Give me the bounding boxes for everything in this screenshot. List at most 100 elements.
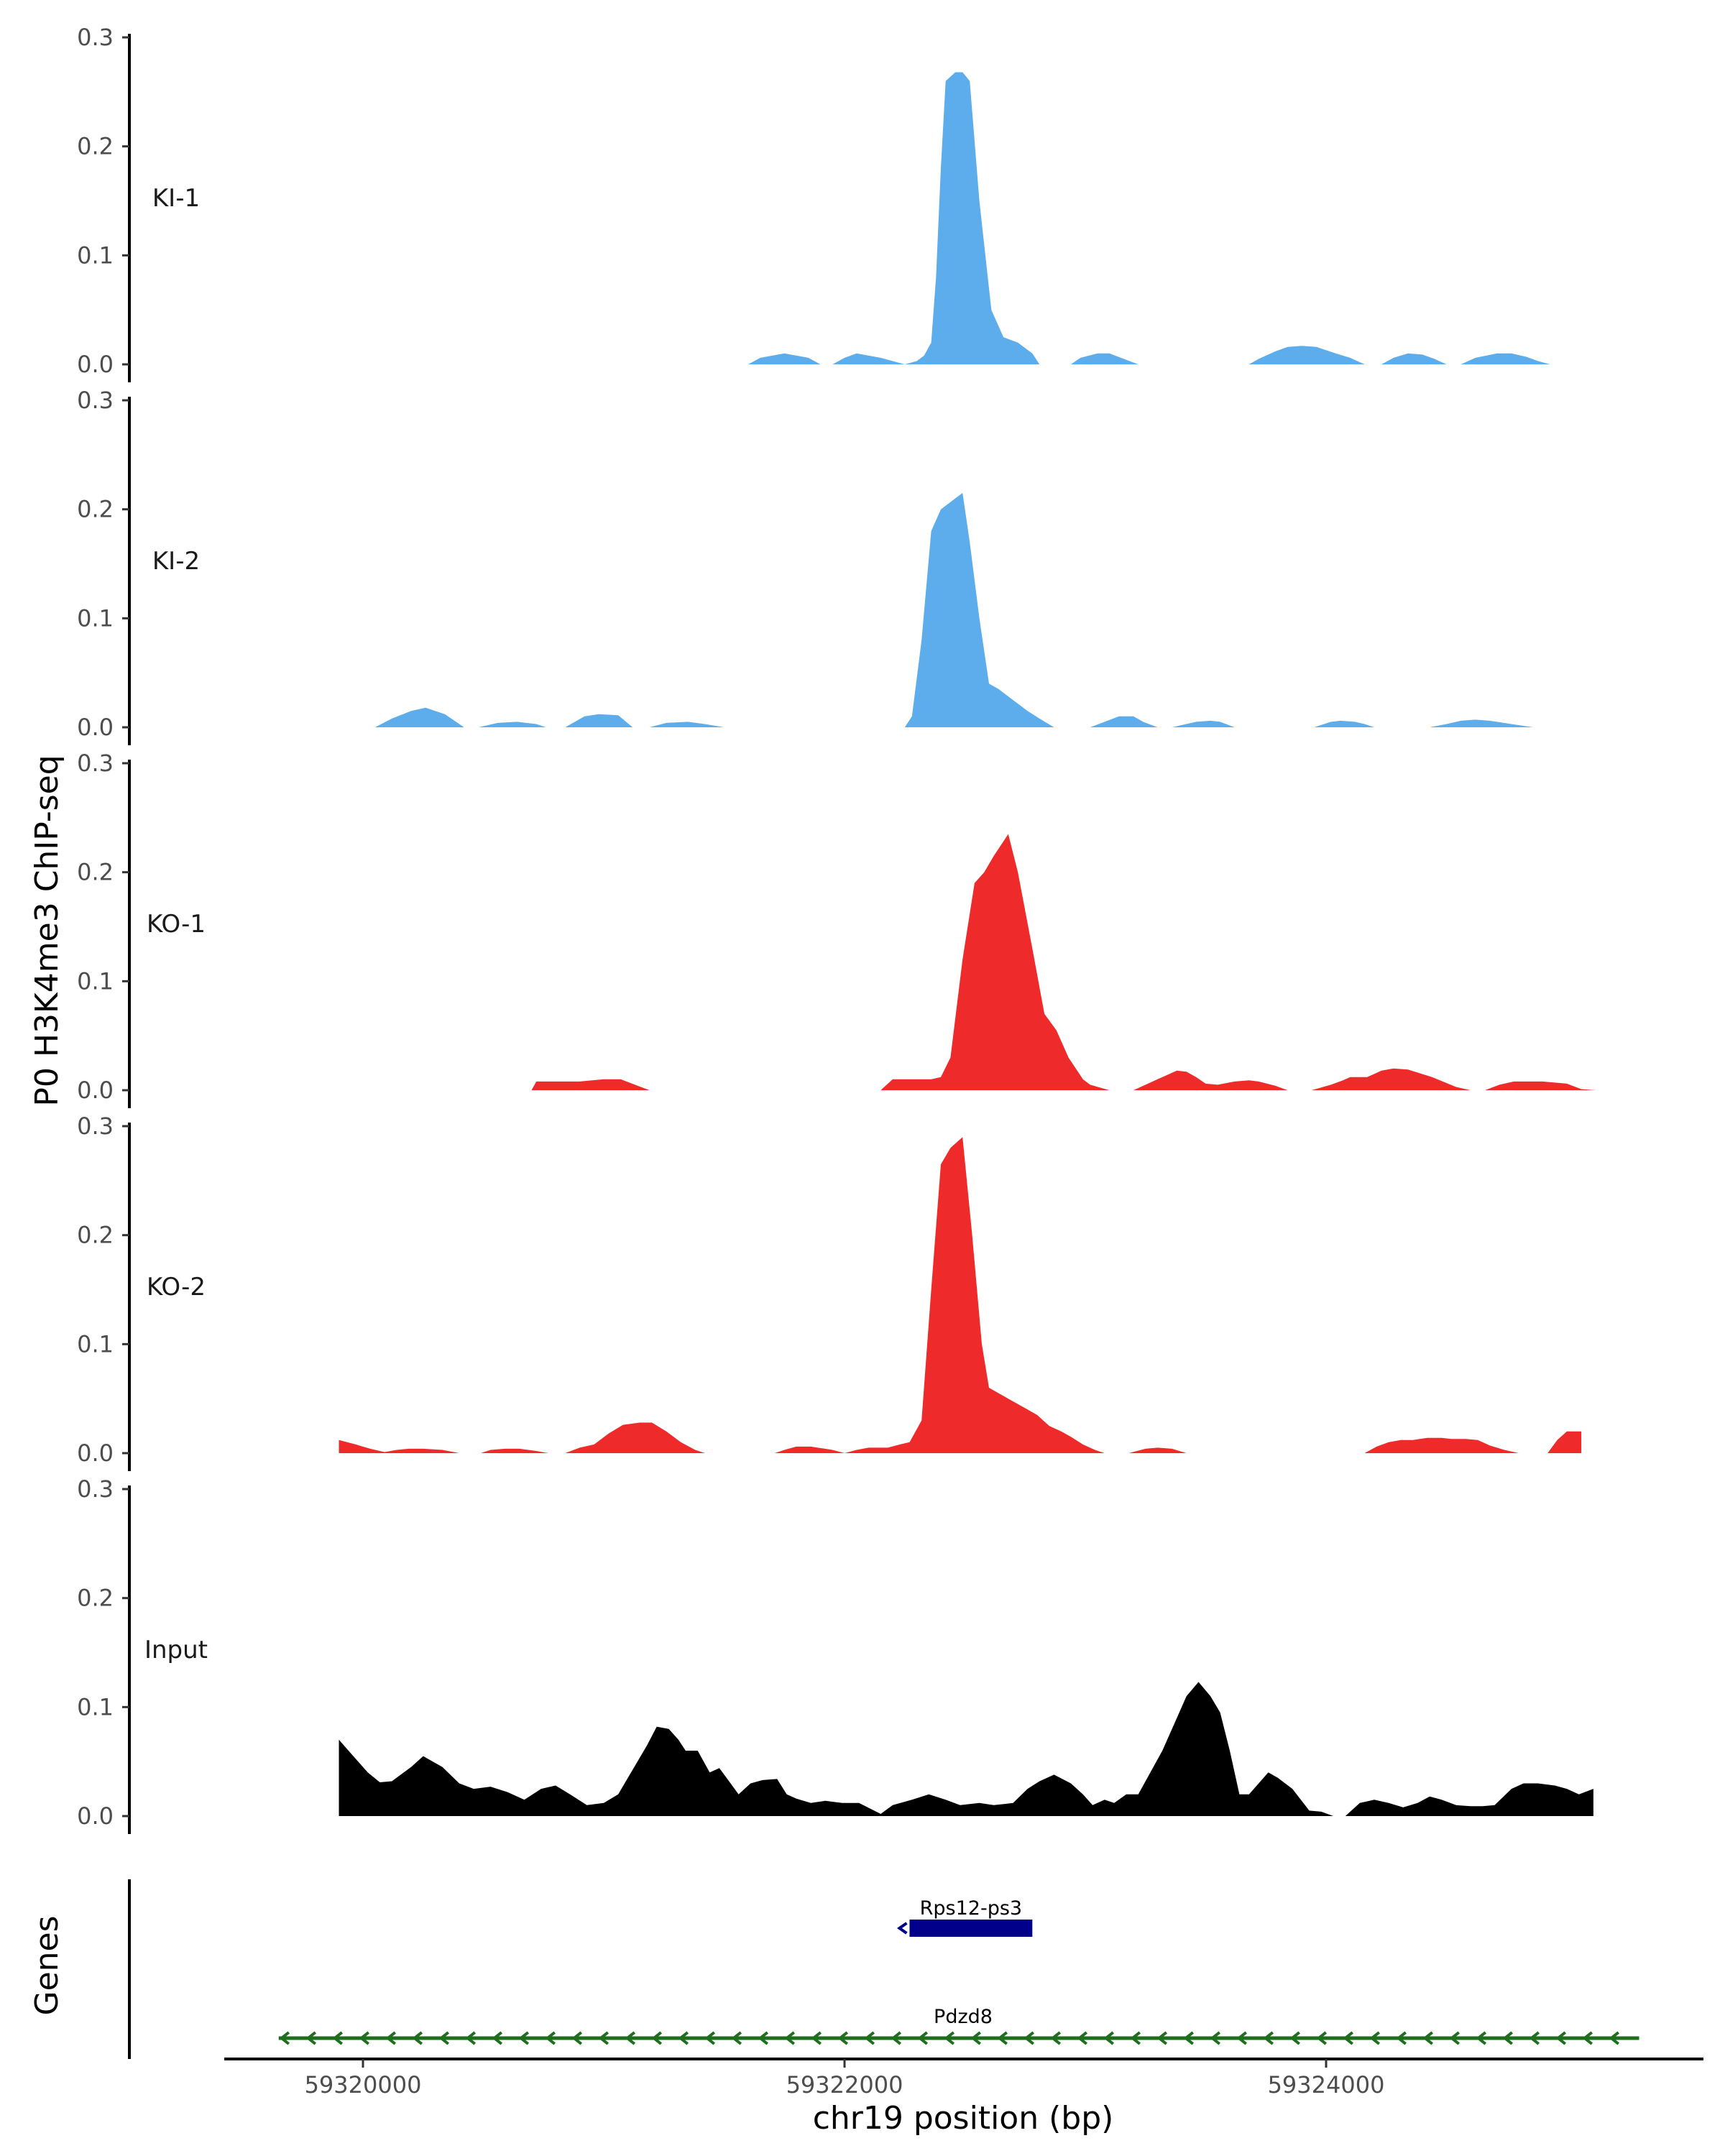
strand-arrow [438, 2031, 449, 2045]
strand-arrow [1210, 2031, 1220, 2045]
strand-arrow [1476, 2031, 1486, 2045]
gene-exon-block [909, 1920, 1033, 1937]
y-tick-label: 0.0 [77, 351, 114, 378]
strand-arrow [651, 2031, 662, 2045]
strand-arrow [758, 2031, 768, 2045]
track-label: KO-1 [147, 910, 206, 939]
track-label: KO-2 [147, 1273, 206, 1302]
y-tick-label: 0.3 [77, 1112, 114, 1140]
coverage-area-ko-2 [339, 1137, 1582, 1453]
y-tick-label: 0.1 [77, 604, 114, 632]
y-tick-label: 0.1 [77, 241, 114, 269]
strand-arrow [864, 2031, 875, 2045]
y-tick-label: 0.2 [77, 133, 114, 160]
y-tick-label: 0.1 [77, 1693, 114, 1720]
gene-label: Rps12-ps3 [920, 1897, 1022, 1920]
gene-models: Rps12-ps3 Pdzd8 [278, 1897, 1639, 2045]
strand-arrow [385, 2031, 396, 2045]
x-tick-label: 59320000 [305, 2071, 422, 2099]
track-ki-2: 0.0 0.1 0.2 0.3 KI-2 [77, 387, 1591, 745]
strand-arrow [1422, 2031, 1433, 2045]
strand-arrow [1555, 2031, 1566, 2045]
x-axis: 59320000 59322000 59324000 chr19 position … [224, 2058, 1703, 2137]
strand-arrow [279, 2031, 290, 2045]
strand-arrow [1130, 2031, 1141, 2045]
strand-arrow [837, 2031, 848, 2045]
strand-arrow [571, 2031, 582, 2045]
strand-arrow [1529, 2031, 1540, 2045]
x-axis-title: chr19 position (bp) [813, 2100, 1114, 2137]
strand-arrow [332, 2031, 343, 2045]
strand-arrow [811, 2031, 822, 2045]
strand-arrow [784, 2031, 795, 2045]
coverage-area-ko-1 [483, 834, 1596, 1090]
strand-arrow [891, 2031, 901, 2045]
strand-arrow [305, 2031, 316, 2045]
strand-arrow [1050, 2031, 1061, 2045]
strand-arrow [412, 2031, 423, 2045]
y-tick-label: 0.2 [77, 1222, 114, 1249]
strand-arrow [944, 2031, 954, 2045]
strand-arrow [492, 2031, 502, 2045]
genes-panel: Genes Rps12-ps3 Pdzd8 [29, 1879, 1639, 2059]
y-tick-label: 0.3 [77, 750, 114, 777]
gene-pdzd8: Pdzd8 [278, 2006, 1639, 2045]
track-ko-2: 0.0 0.1 0.2 0.3 KO-2 [77, 1112, 1582, 1471]
strand-arrow [598, 2031, 609, 2045]
strand-arrow [997, 2031, 1008, 2045]
x-tick-label: 59324000 [1268, 2071, 1385, 2099]
y-tick-label: 0.3 [77, 387, 114, 414]
y-tick-label: 0.3 [77, 1475, 114, 1503]
strand-arrow [917, 2031, 928, 2045]
coverage-area-ki-2 [339, 492, 1591, 727]
gene-rps12-ps3: Rps12-ps3 [896, 1897, 1033, 1937]
x-axis-ticks: 59320000 59322000 59324000 [305, 2059, 1385, 2099]
strand-arrow [970, 2031, 981, 2045]
y-tick-label: 0.0 [77, 714, 114, 741]
track-ki-1: 0.0 0.1 0.2 0.3 KI-1 [77, 24, 1567, 382]
strand-arrow [1236, 2031, 1247, 2045]
strand-arrow [465, 2031, 476, 2045]
strand-arrow [896, 1922, 908, 1935]
strand-arrow [545, 2031, 556, 2045]
y-tick-label: 0.2 [77, 1585, 114, 1612]
strand-arrow [704, 2031, 715, 2045]
coverage-area-ki-1 [748, 72, 1567, 364]
y-tick-label: 0.0 [77, 1077, 114, 1104]
track-label: Input [144, 1636, 208, 1664]
strand-arrow [1156, 2031, 1167, 2045]
y-tick-label: 0.3 [77, 24, 114, 51]
strand-arrow [1502, 2031, 1513, 2045]
strand-arrow [1316, 2031, 1327, 2045]
y-tick-label: 0.2 [77, 496, 114, 523]
strand-arrow [1103, 2031, 1114, 2045]
track-input: 0.0 0.1 0.2 0.3 Input [77, 1475, 1593, 1834]
strand-arrow [1343, 2031, 1353, 2045]
strand-arrow [1396, 2031, 1407, 2045]
track-label: KI-1 [152, 184, 200, 213]
strand-arrow [1077, 2031, 1087, 2045]
y-tick-label: 0.1 [77, 967, 114, 995]
genes-axis-title: Genes [29, 1915, 65, 2015]
track-label: KI-2 [152, 547, 200, 576]
strand-arrow [1024, 2031, 1034, 2045]
strand-arrow [1449, 2031, 1460, 2045]
track-ko-1: 0.0 0.1 0.2 0.3 KO-1 [77, 750, 1596, 1108]
strand-arrow [731, 2031, 742, 2045]
coverage-area-input [339, 1682, 1593, 1816]
strand-arrow [359, 2031, 369, 2045]
coverage-tracks: 0.00.10.20.3KI-10.00.10.20.3KI-20.00.10.… [77, 24, 1596, 1834]
x-tick-label: 59322000 [786, 2071, 903, 2099]
gene-label: Pdzd8 [934, 2006, 993, 2028]
y-tick-label: 0.2 [77, 859, 114, 886]
y-tick-label: 0.0 [77, 1439, 114, 1467]
strand-arrow [1582, 2031, 1593, 2045]
strand-arrow [1289, 2031, 1300, 2045]
strand-arrow [1183, 2031, 1194, 2045]
strand-arrow [1609, 2031, 1619, 2045]
strand-arrow [518, 2031, 529, 2045]
strand-arrow [1263, 2031, 1274, 2045]
strand-arrow [1369, 2031, 1380, 2045]
